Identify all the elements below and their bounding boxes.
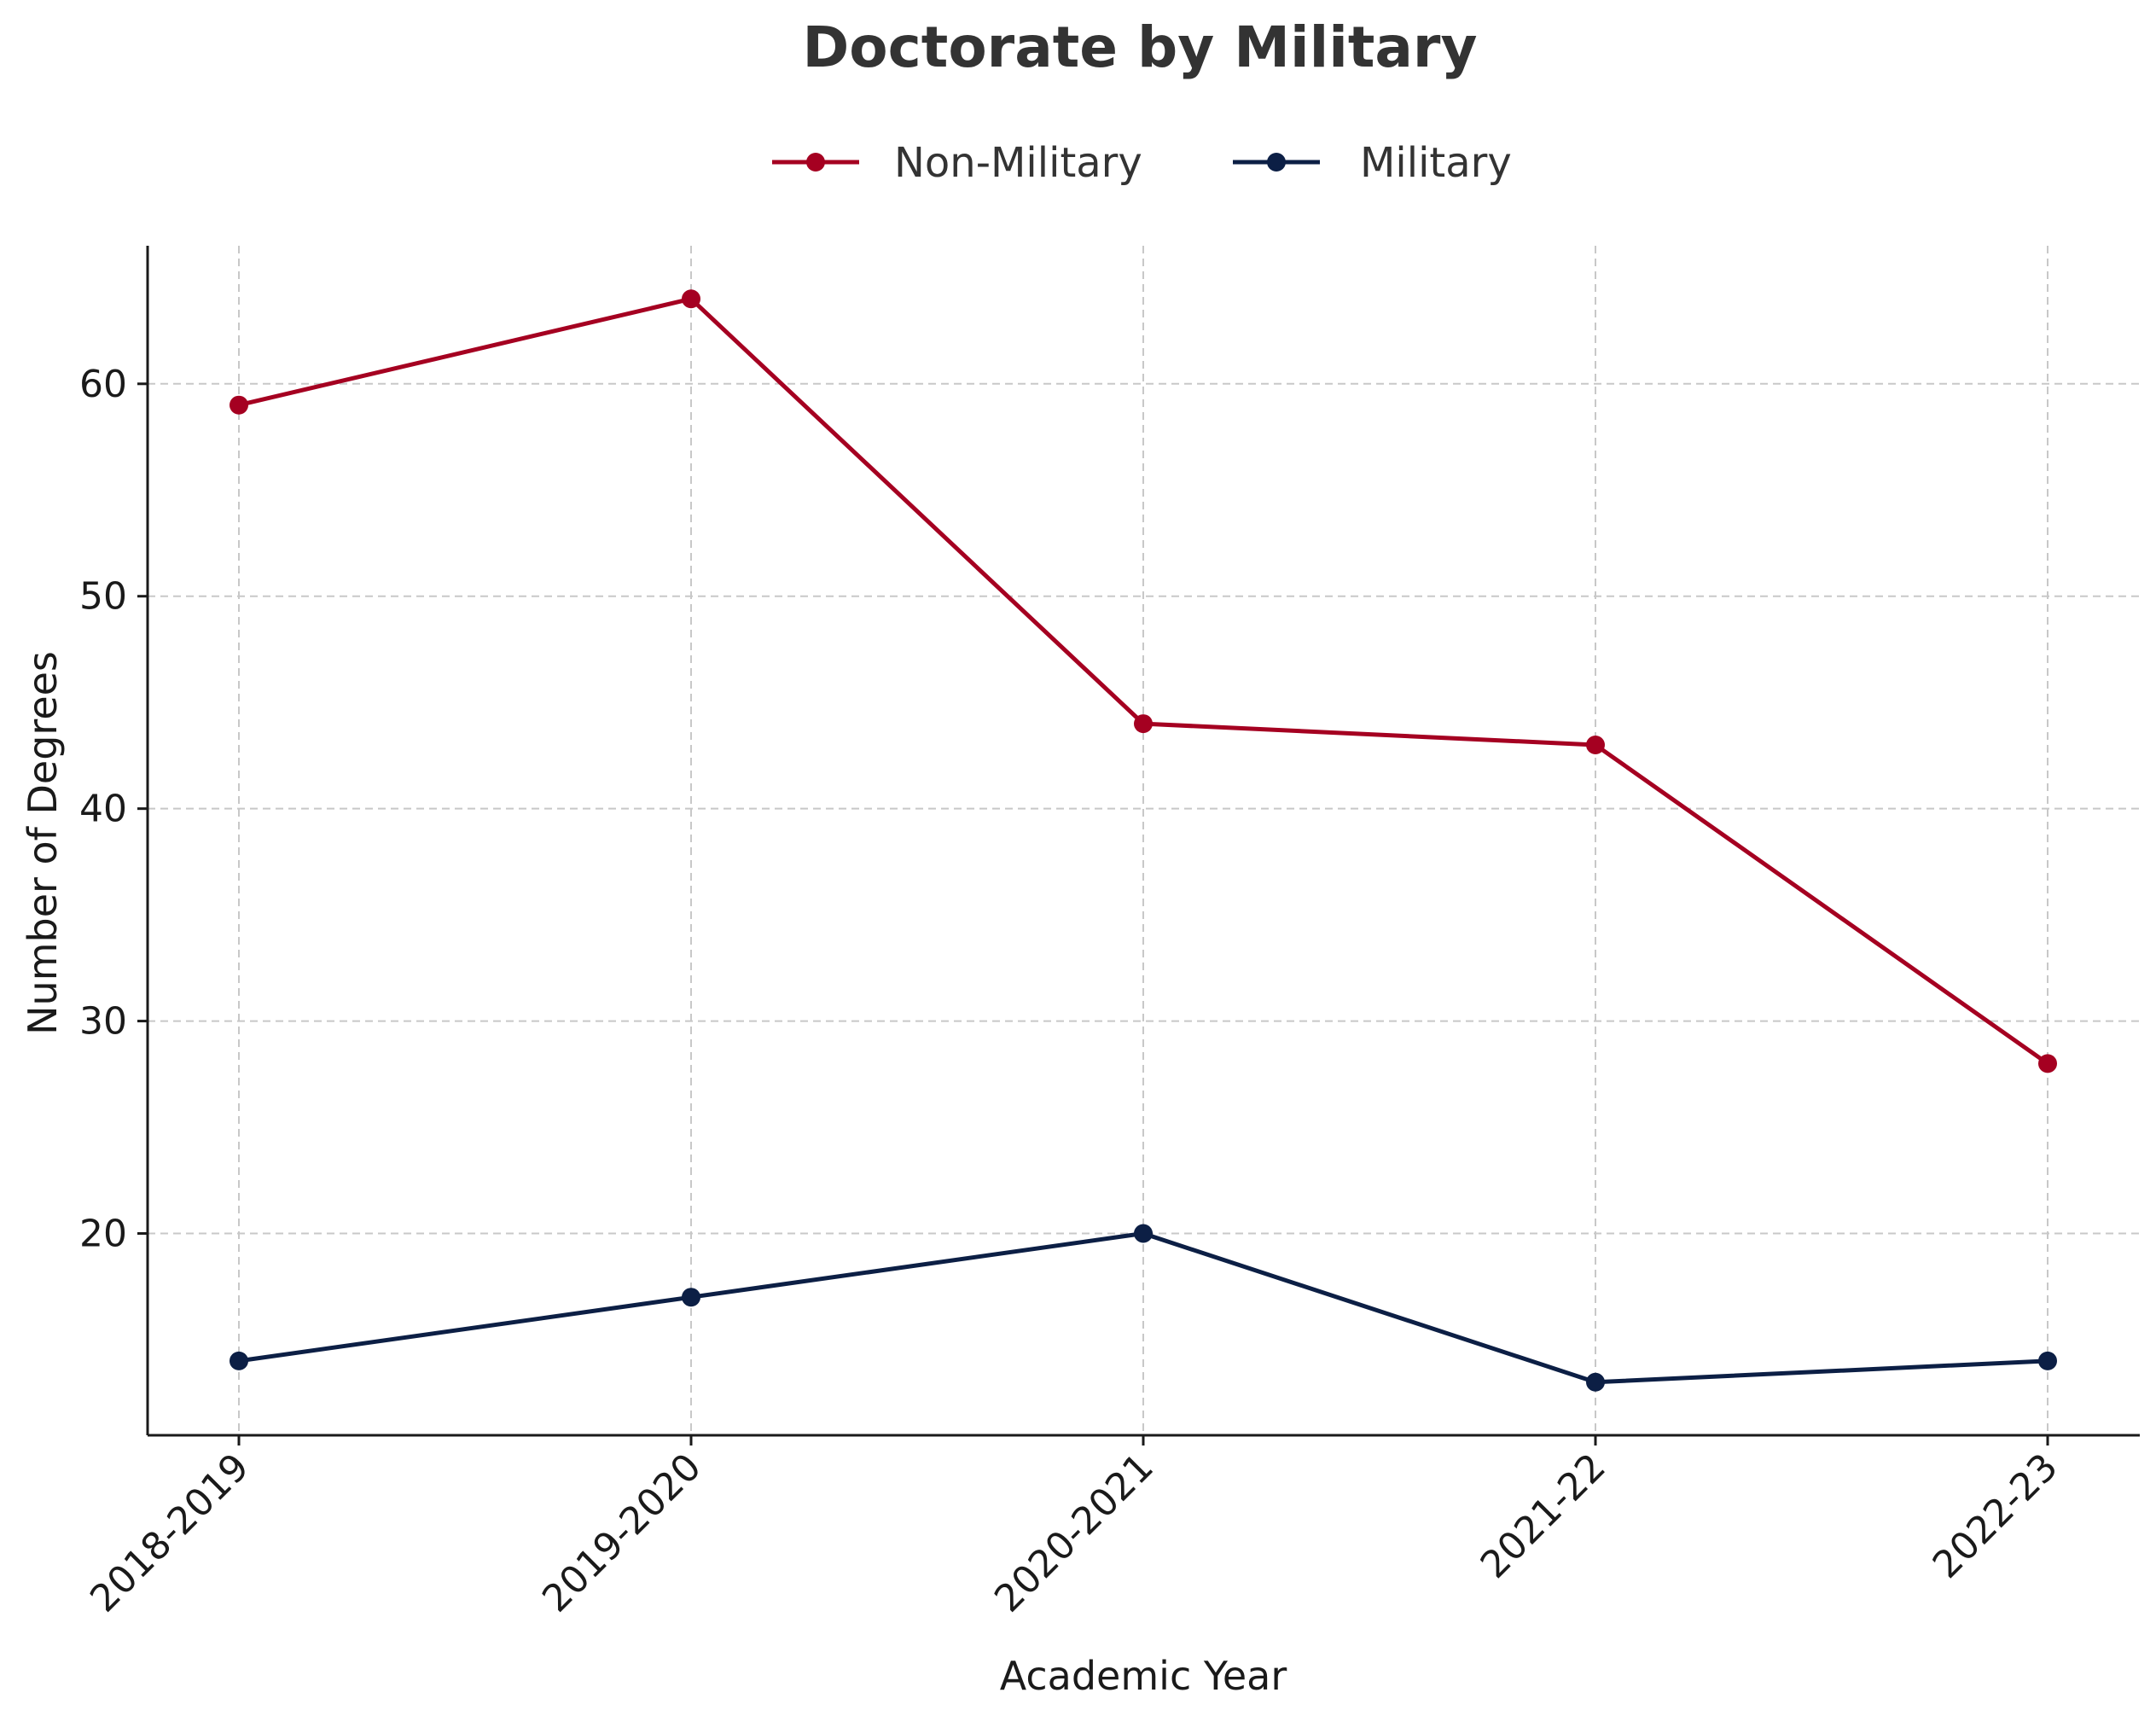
data-point xyxy=(230,1351,248,1370)
legend-swatch-marker xyxy=(1267,153,1286,172)
y-axis-label: Number of Degrees xyxy=(20,651,66,1035)
x-tick-label: 2020-2021 xyxy=(986,1446,1162,1621)
series xyxy=(230,289,2057,1392)
legend-swatch-marker xyxy=(806,153,825,172)
data-point xyxy=(1586,1372,1605,1392)
data-point xyxy=(682,1288,700,1307)
legend: Non-Military Military xyxy=(772,139,1512,187)
data-point xyxy=(1134,714,1153,734)
series-non-military xyxy=(230,289,2057,1073)
legend-item-military: Military xyxy=(1233,139,1512,187)
grid xyxy=(148,246,2140,1435)
legend-label: Military xyxy=(1360,139,1512,187)
data-point xyxy=(2038,1351,2057,1370)
y-tick-label: 60 xyxy=(79,363,127,406)
y-tick-label: 20 xyxy=(79,1213,127,1256)
data-point xyxy=(1586,735,1605,754)
x-tick-label: 2021-22 xyxy=(1473,1446,1614,1587)
x-axis-ticks: 2018-2019 2019-2020 2020-2021 2021-22 2022-2… xyxy=(82,1435,2066,1620)
x-tick-label: 2022-23 xyxy=(1925,1446,2066,1587)
chart-title: Doctorate by Military xyxy=(803,15,1478,80)
x-tick-label: 2018-2019 xyxy=(82,1446,258,1621)
y-tick-label: 40 xyxy=(79,788,127,831)
legend-item-non-military: Non-Military xyxy=(772,139,1142,187)
data-point xyxy=(2038,1054,2057,1073)
data-point xyxy=(1134,1224,1153,1243)
legend-label: Non-Military xyxy=(894,139,1142,187)
x-axis-label: Academic Year xyxy=(1000,1653,1287,1699)
x-tick-label: 2019-2020 xyxy=(534,1446,710,1621)
y-axis-ticks: 20 30 40 50 60 xyxy=(79,363,148,1256)
y-tick-label: 30 xyxy=(79,1000,127,1044)
data-point xyxy=(230,395,248,415)
y-tick-label: 50 xyxy=(79,575,127,619)
series-military xyxy=(230,1224,2057,1392)
data-point xyxy=(682,289,700,309)
